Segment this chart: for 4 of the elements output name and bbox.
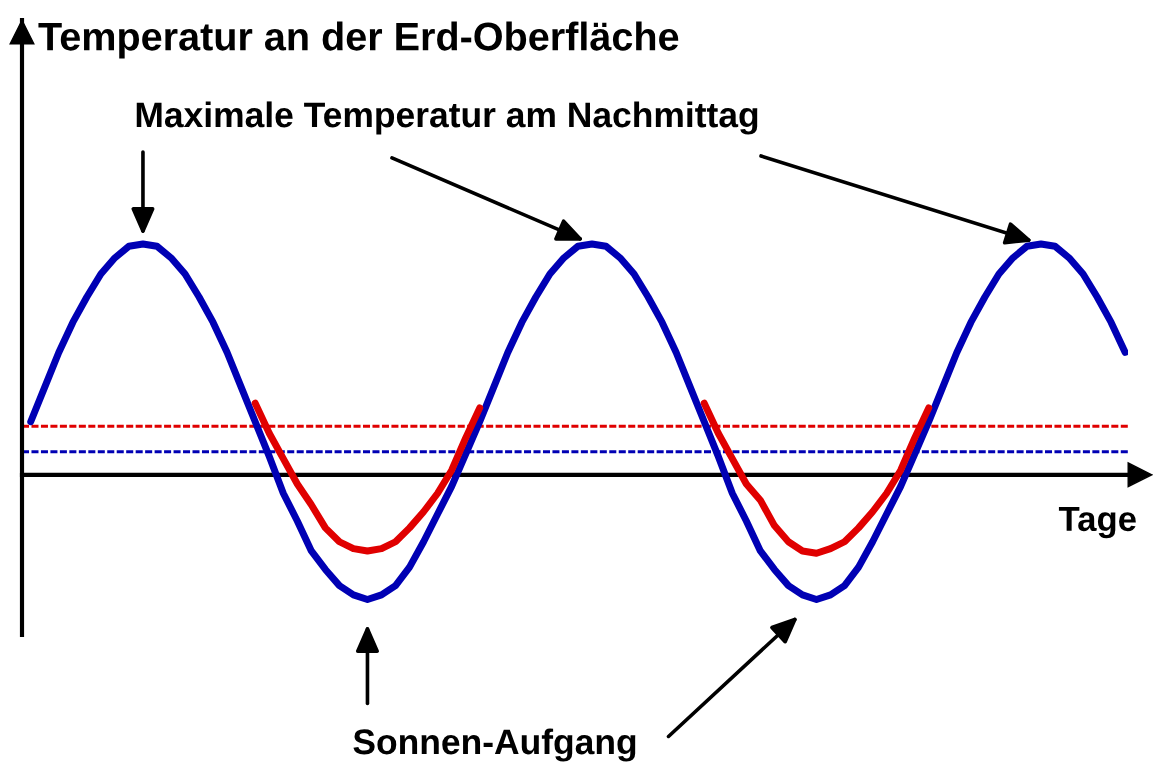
text: Sonnen-Aufgang xyxy=(353,728,636,762)
text: Maximale Temperatur am Nachmittag xyxy=(136,101,758,135)
x-axis-title: Tage xyxy=(1058,506,1136,539)
chart-title: Temperatur an der Erd-Oberfläche xyxy=(38,21,679,59)
